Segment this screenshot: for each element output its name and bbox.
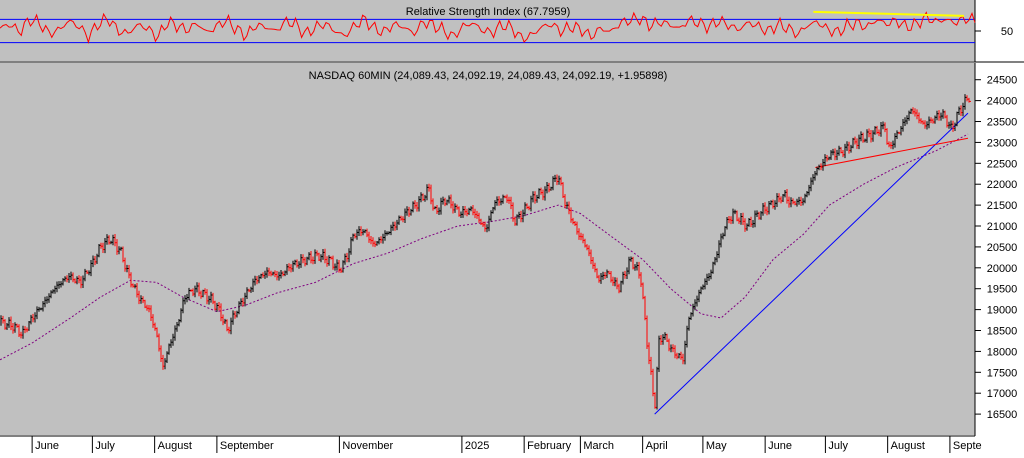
x-tick-label: Septe — [953, 440, 982, 452]
x-tick-label: March — [583, 440, 614, 452]
trendline-layer — [654, 112, 969, 415]
rsi-panel — [0, 0, 975, 61]
price-bars-layer — [0, 94, 971, 410]
x-tick-label: July — [95, 440, 115, 452]
price-y-tick-label: 17500 — [987, 367, 1018, 379]
rsi-series-line — [0, 11, 976, 44]
x-axis-strip — [0, 436, 975, 453]
price-y-tick-label: 19500 — [987, 284, 1018, 296]
price-y-tick-label: 23000 — [987, 137, 1018, 149]
rsi-y-axis: 50 — [975, 26, 1013, 38]
price-y-tick-label: 24500 — [987, 75, 1018, 87]
x-tick-label: July — [828, 440, 848, 452]
moving-average-layer — [0, 133, 969, 361]
x-axis: June July August September November 2025 Febru… — [31, 436, 982, 453]
x-tick-label: April — [646, 440, 668, 452]
x-tick-label: September — [220, 440, 274, 452]
x-tick-label: 2025 — [465, 440, 489, 452]
price-y-tick-label: 22000 — [987, 179, 1018, 191]
price-y-tick-label: 22500 — [987, 158, 1018, 170]
rsi-yellow-trendline — [813, 10, 964, 17]
rsi-title: Relative Strength Index (67.7959) — [406, 6, 571, 18]
blue-support-trendline — [654, 112, 969, 415]
x-tick-label: February — [527, 440, 572, 452]
price-y-tick-label: 19000 — [987, 305, 1018, 317]
price-y-axis: 16500 17000 17500 18000 18500 19000 19500 20000… — [975, 75, 1017, 421]
price-y-tick-label: 18500 — [987, 326, 1018, 338]
x-tick-label: May — [706, 440, 727, 452]
price-y-tick-label: 23500 — [987, 117, 1018, 129]
x-tick-label: August — [891, 440, 925, 452]
price-y-tick-label: 18000 — [987, 346, 1018, 358]
x-tick-label: August — [158, 440, 192, 452]
price-y-tick-label: 24000 — [987, 96, 1018, 108]
price-title: NASDAQ 60MIN (24,089.43, 24,092.19, 24,0… — [309, 70, 668, 82]
x-tick-label: November — [342, 440, 393, 452]
price-y-tick-label: 17000 — [987, 388, 1018, 400]
moving-average-line — [0, 133, 969, 361]
price-y-tick-label: 16500 — [987, 409, 1018, 421]
x-tick-label: June — [35, 440, 59, 452]
price-y-tick-label: 20500 — [987, 242, 1018, 254]
x-tick-label: June — [768, 440, 792, 452]
price-y-tick-label: 21500 — [987, 200, 1018, 212]
price-y-tick-label: 20000 — [987, 263, 1018, 275]
rsi-y-tick-label: 50 — [1001, 26, 1013, 38]
price-y-tick-label: 21000 — [987, 221, 1018, 233]
rsi-guide-lines — [0, 18, 975, 44]
red-trendline — [815, 137, 969, 168]
price-panel — [0, 63, 975, 435]
